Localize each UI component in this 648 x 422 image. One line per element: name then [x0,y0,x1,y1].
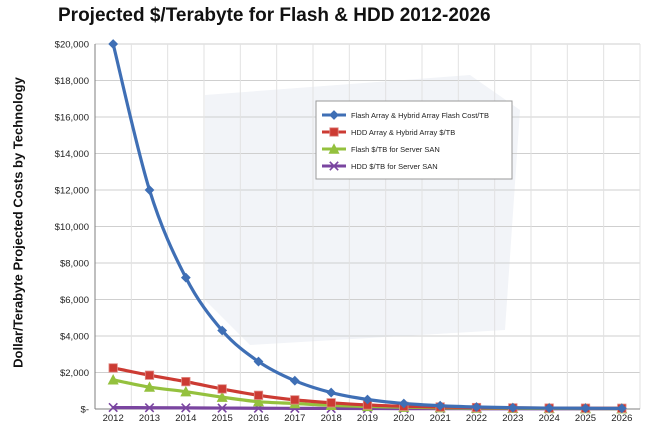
series-0-point [580,403,591,414]
x-tick-label: 2020 [393,413,414,422]
series-0-point [329,110,339,120]
series-1-point [108,363,118,373]
series-0-point [435,400,446,411]
legend-label-3: HDD $/TB for Server SAN [351,162,438,171]
y-tick-label: $8,000 [60,259,89,270]
x-tick-label: 2015 [212,413,233,422]
series-3-point [217,403,227,413]
legend-label-0: Flash Array & Hybrid Array Flash Cost/TB [351,111,489,120]
x-tick-label: 2024 [539,413,560,422]
series-2-point [216,391,228,402]
series-0-point [398,398,409,409]
series-0-point [144,185,155,195]
series-2-point [252,395,265,407]
y-tick-label: $18,000 [55,76,89,87]
series-0-point [108,39,119,49]
y-tick-label: $12,000 [55,186,89,197]
series-1-point [144,370,155,380]
series-3-point [329,161,339,171]
series-2-point [143,381,156,392]
series-0-point [362,394,373,405]
series-0-point [544,403,555,413]
series-1-point [329,127,339,137]
y-tick-label: $4,000 [60,332,89,343]
x-tick-label: 2016 [248,413,269,422]
y-tick-label: $14,000 [55,149,89,160]
x-tick-label: 2017 [284,413,305,422]
series-0-point [180,272,191,283]
x-tick-label: 2025 [575,413,596,422]
series-1-point [253,390,264,400]
series-3-point [144,402,155,413]
series-1-point [290,395,300,405]
series-0-point [471,402,482,412]
series-2-point [107,374,119,385]
y-tick-label: $- [81,405,89,416]
series-1-point [181,377,191,387]
y-tick-label: $20,000 [55,40,89,51]
series-1-point [326,398,336,408]
y-tick-label: $6,000 [60,295,89,306]
series-0-line [111,42,624,410]
legend-label-1: HDD Array & Hybrid Array $/TB [351,128,455,137]
x-tick-label: 2018 [321,413,342,422]
legend-box [315,100,513,180]
y-tick-label: $2,000 [60,368,89,379]
x-tick-label: 2012 [103,413,124,422]
series-2-point [180,385,192,397]
x-tick-label: 2013 [139,413,160,422]
x-tick-label: 2021 [430,413,451,422]
series-0-point [253,356,264,367]
y-tick-label: $16,000 [55,113,89,124]
y-tick-label: $10,000 [55,222,89,233]
series-0-point [507,402,518,413]
series-0-point [217,325,228,336]
series-2-point [328,143,340,154]
series-3-point [108,402,118,413]
series-0-point [616,403,627,414]
chart-title: Projected $/Terabyte for Flash & HDD 201… [58,5,491,26]
x-tick-label: 2026 [611,413,632,422]
series-1-point [217,384,227,394]
x-tick-label: 2014 [175,413,196,422]
legend-label-2: Flash $/TB for Server SAN [351,145,440,154]
x-tick-label: 2022 [466,413,487,422]
x-tick-label: 2019 [357,413,378,422]
x-tick-label: 2023 [502,413,523,422]
series-0-point [326,387,337,398]
series-3-point [181,403,191,413]
series-0-point [289,375,300,386]
